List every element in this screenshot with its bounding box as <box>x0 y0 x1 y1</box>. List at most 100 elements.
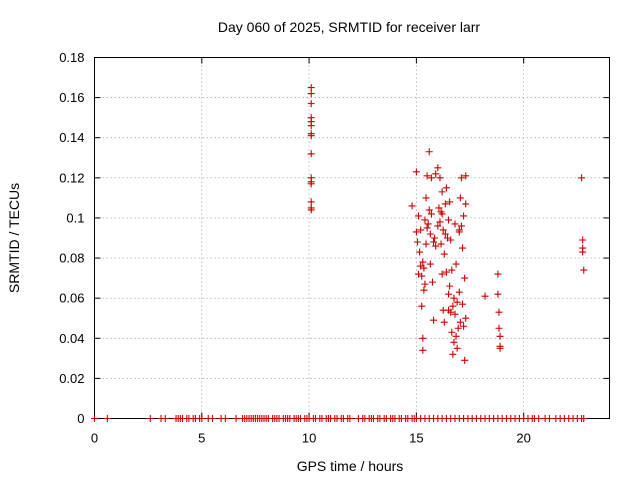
data-point <box>449 302 457 310</box>
data-point <box>445 290 453 298</box>
data-point <box>422 240 430 248</box>
data-point <box>408 202 416 210</box>
data-point <box>307 198 315 206</box>
data-point <box>419 258 427 266</box>
data-point <box>419 334 427 342</box>
data-point <box>198 415 206 422</box>
data-point <box>450 294 458 302</box>
data-point <box>417 226 425 234</box>
data-point <box>442 184 450 192</box>
data-point <box>420 286 428 294</box>
data-point <box>422 194 430 202</box>
data-point <box>424 220 432 228</box>
data-point <box>307 84 315 92</box>
data-point <box>452 260 460 268</box>
data-point <box>419 346 427 354</box>
data-point <box>454 324 462 332</box>
data-point <box>462 172 470 180</box>
data-point <box>438 270 446 278</box>
data-point <box>457 174 465 182</box>
data-point <box>431 234 439 242</box>
data-point <box>421 280 429 288</box>
data-point <box>452 332 460 340</box>
data-point <box>449 350 457 358</box>
data-point <box>307 90 315 98</box>
data-point <box>232 415 240 422</box>
x-tick-label: 15 <box>409 431 423 446</box>
data-point <box>445 216 453 224</box>
data-point <box>425 206 433 214</box>
data-point <box>307 122 315 130</box>
data-point <box>456 318 464 326</box>
data-point <box>495 324 503 332</box>
data-point <box>447 236 455 244</box>
grid <box>94 57 610 419</box>
data-point <box>440 250 448 258</box>
data-point <box>435 204 443 212</box>
y-tick-label: 0.04 <box>59 331 84 346</box>
data-point <box>416 248 424 256</box>
data-point <box>481 292 489 300</box>
y-tick-label: 0.12 <box>59 170 84 185</box>
data-point <box>461 356 469 364</box>
data-point <box>413 238 421 246</box>
data-point <box>448 328 456 336</box>
data-point <box>494 290 502 298</box>
plot-frame <box>94 57 610 419</box>
data-point <box>460 212 468 220</box>
data-point <box>307 132 315 140</box>
axis-tick-labels: 0 0.02 0.04 0.06 0.08 0.1 0.12 0.14 0.16 0.18 0 5 10… <box>59 50 531 446</box>
data-point <box>459 244 467 252</box>
data-point <box>448 266 456 274</box>
data-point <box>161 415 169 422</box>
data-point <box>436 218 444 226</box>
data-point <box>445 306 453 314</box>
data-point <box>453 298 461 306</box>
data-point <box>415 212 423 220</box>
data-point <box>446 198 454 206</box>
data-point <box>441 200 449 208</box>
y-tick-label: 0.18 <box>59 50 84 65</box>
data-point <box>495 308 503 316</box>
data-point <box>432 242 440 250</box>
data-point <box>446 282 454 290</box>
data-point <box>579 248 587 256</box>
y-axis-label: SRMTID / TECUs <box>6 183 22 293</box>
y-tick-label: 0.1 <box>66 210 84 225</box>
data-point <box>579 236 587 244</box>
data-point <box>418 272 426 280</box>
data-point <box>425 148 433 156</box>
data-point <box>438 188 446 196</box>
data-point <box>428 278 436 286</box>
data-point <box>432 170 440 178</box>
data-point <box>438 210 446 218</box>
data-point <box>430 316 438 324</box>
data-point <box>436 174 444 182</box>
data-point <box>462 200 470 208</box>
data-point <box>307 180 315 188</box>
x-tick-label: 0 <box>91 431 98 446</box>
data-point <box>103 415 111 422</box>
data-point <box>434 222 442 230</box>
data-point <box>421 216 429 224</box>
data-point <box>427 210 435 218</box>
data-point <box>418 302 426 310</box>
data-point <box>460 322 468 330</box>
x-tick-label: 20 <box>516 431 530 446</box>
data-point <box>426 260 434 268</box>
data-point <box>430 238 438 246</box>
data-point <box>580 266 588 274</box>
data-point <box>496 332 504 340</box>
data-point <box>450 338 458 346</box>
data-point <box>307 206 315 214</box>
data-point <box>455 288 463 296</box>
data-point <box>545 415 553 422</box>
data-point <box>580 415 588 422</box>
data-point <box>346 415 354 422</box>
y-tick-label: 0.08 <box>59 251 84 266</box>
data-point <box>457 222 465 230</box>
data-point <box>209 415 217 422</box>
data-point <box>427 174 435 182</box>
data-point <box>423 172 431 180</box>
